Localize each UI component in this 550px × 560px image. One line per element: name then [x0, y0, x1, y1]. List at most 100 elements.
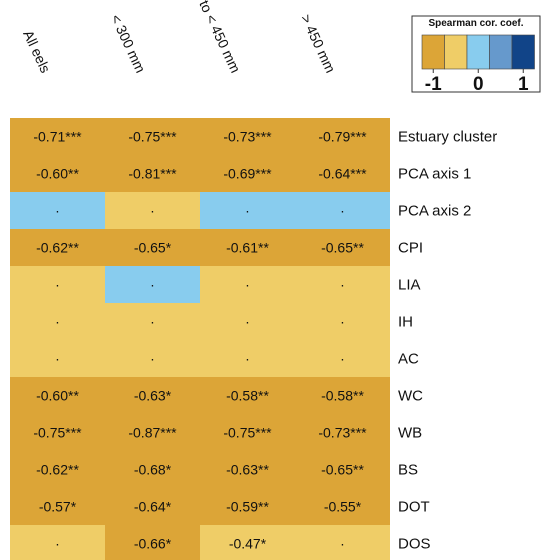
cell-label: · [150, 203, 155, 219]
heatmap-cell [295, 155, 390, 192]
cell-label: -0.64* [134, 499, 172, 515]
heatmap-cell [105, 229, 200, 266]
cell-label: -0.60** [36, 166, 79, 182]
column-label: > 450 mm [298, 12, 339, 76]
cell-label: · [150, 277, 155, 293]
heatmap-cell [105, 377, 200, 414]
cell-label: · [55, 277, 60, 293]
heatmap-cell [10, 303, 105, 340]
cell-label: -0.66* [134, 536, 172, 552]
legend-swatch [466, 34, 490, 70]
heatmap-cell [10, 192, 105, 229]
heatmap-cell [200, 266, 295, 303]
cell-label: -0.73*** [223, 129, 272, 145]
legend-tick-label: 1 [518, 74, 529, 95]
heatmap-cell [105, 192, 200, 229]
heatmap-cell [200, 377, 295, 414]
cell-label: -0.75*** [33, 425, 82, 441]
heatmap-cell [200, 414, 295, 451]
cell-label: -0.75*** [223, 425, 272, 441]
cell-label: · [245, 277, 250, 293]
row-label: PCA axis 2 [398, 203, 471, 220]
cell-label: -0.65** [321, 462, 364, 478]
heatmap-cells: -0.71*** -0.75*** -0.73*** -0.79*** -0.60** -… [10, 118, 390, 560]
legend-tick-label: -1 [425, 74, 442, 95]
heatmap-cell [105, 525, 200, 560]
legend-title: Spearman cor. coef. [428, 18, 523, 29]
cell-label: · [340, 277, 345, 293]
cell-label: -0.57* [39, 499, 77, 515]
row-label: WB [398, 425, 422, 442]
cell-label: -0.64*** [318, 166, 367, 182]
heatmap-cell [200, 303, 295, 340]
cell-label: · [245, 351, 250, 367]
heatmap-cell [105, 155, 200, 192]
heatmap-cell [10, 488, 105, 525]
heatmap-cell [10, 451, 105, 488]
legend-swatch [444, 34, 468, 70]
cell-label: -0.62** [36, 240, 79, 256]
heatmap-cell [105, 414, 200, 451]
heatmap-cell [295, 525, 390, 560]
cell-label: -0.58** [226, 388, 269, 404]
row-label: IH [398, 314, 413, 331]
heatmap-cell [10, 525, 105, 560]
column-label: < 300 mm [108, 12, 149, 76]
cell-label: · [245, 314, 250, 330]
heatmap-cell [200, 155, 295, 192]
heatmap-cell [200, 118, 295, 155]
heatmap-cell [200, 229, 295, 266]
cell-label: · [55, 314, 60, 330]
heatmap-cell [295, 118, 390, 155]
heatmap-cell [295, 414, 390, 451]
heatmap-cell [200, 488, 295, 525]
cell-label: · [150, 314, 155, 330]
heatmap-cell [295, 229, 390, 266]
color-legend: Spearman cor. coef. -1 0 1 [411, 15, 541, 95]
heatmap-cell [10, 414, 105, 451]
cell-label: -0.47* [229, 536, 267, 552]
cell-label: -0.71*** [33, 129, 82, 145]
heatmap-cell [200, 525, 295, 560]
heatmap-cell [10, 118, 105, 155]
row-label: DOS [398, 536, 431, 553]
legend-swatch [511, 34, 535, 70]
cell-label: -0.63** [226, 462, 269, 478]
heatmap-cell [295, 451, 390, 488]
heatmap-cell [105, 303, 200, 340]
heatmap-cell [295, 192, 390, 229]
cell-label: -0.79*** [318, 129, 367, 145]
legend-tick-label: 0 [473, 74, 484, 95]
cell-label: -0.60** [36, 388, 79, 404]
cell-label: -0.68* [134, 462, 172, 478]
heatmap-cell [200, 451, 295, 488]
heatmap-cell [10, 340, 105, 377]
heatmap-cell [295, 266, 390, 303]
cell-label: -0.65* [134, 240, 172, 256]
heatmap-cell [200, 340, 295, 377]
row-label: BS [398, 462, 418, 479]
heatmap-cell [105, 118, 200, 155]
cell-label: -0.62** [36, 462, 79, 478]
row-label: WC [398, 388, 423, 405]
cell-label: -0.63* [134, 388, 172, 404]
heatmap-cell [295, 377, 390, 414]
column-label: All eels [20, 28, 54, 76]
cell-label: -0.81*** [128, 166, 177, 182]
cell-label: · [55, 536, 60, 552]
heatmap-cell [105, 266, 200, 303]
row-label: CPI [398, 240, 423, 257]
cell-label: · [55, 203, 60, 219]
row-label: Estuary cluster [398, 129, 497, 146]
row-label: PCA axis 1 [398, 166, 471, 183]
cell-label: -0.58** [321, 388, 364, 404]
row-label: AC [398, 351, 419, 368]
cell-label: -0.73*** [318, 425, 367, 441]
row-label: LIA [398, 277, 421, 294]
row-labels: Estuary cluster PCA axis 1 PCA axis 2 CPI LI… [398, 129, 497, 553]
heatmap-cell [10, 266, 105, 303]
heatmap-cell [105, 488, 200, 525]
heatmap-cell [10, 377, 105, 414]
cell-label: -0.69*** [223, 166, 272, 182]
